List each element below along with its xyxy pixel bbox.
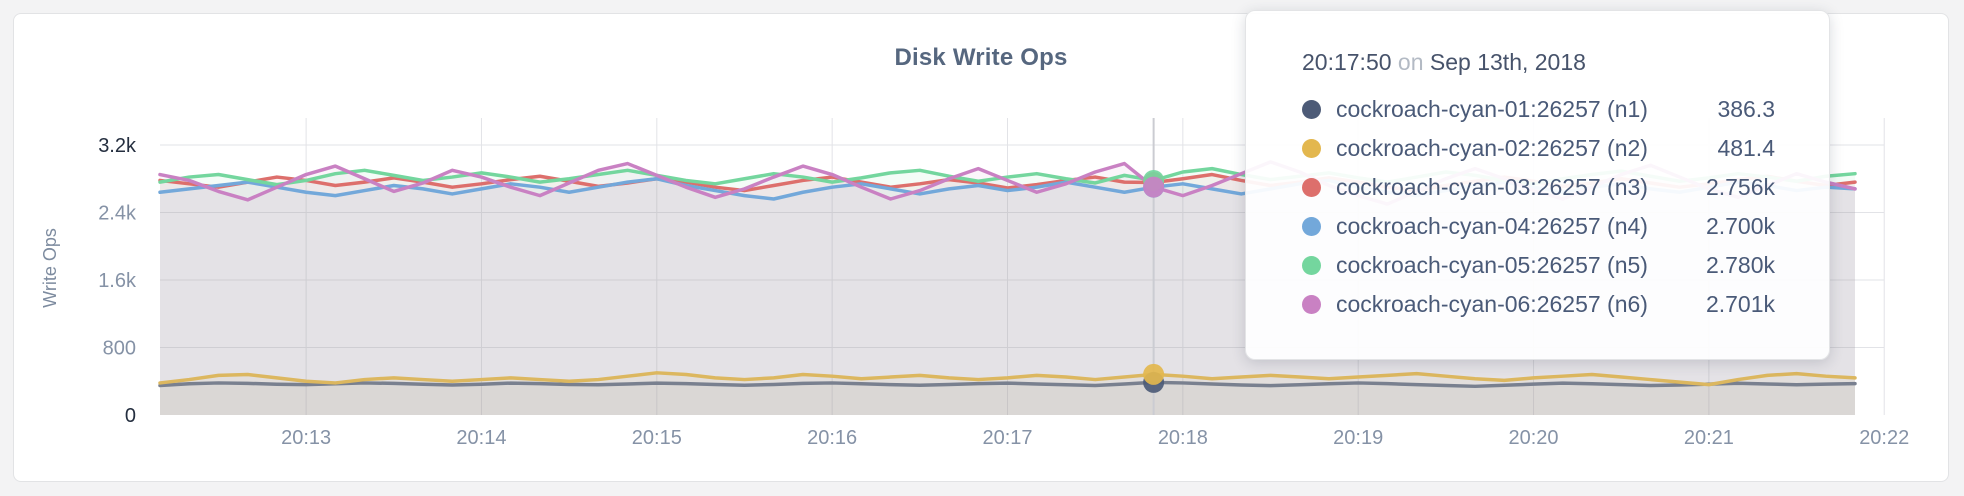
tooltip-on-label: on xyxy=(1397,49,1424,75)
y-tick-label: 3.2k xyxy=(98,135,137,157)
series-name: cockroach-cyan-03:26257 (n3) xyxy=(1336,174,1648,200)
series-name: cockroach-cyan-02:26257 (n2) xyxy=(1336,135,1648,161)
series-value: 2.780k xyxy=(1705,252,1775,278)
x-tick-label: 20:14 xyxy=(456,427,506,449)
chart-tooltip: 20:17:50 on Sep 13th, 2018 cockroach-cya… xyxy=(1245,10,1830,360)
y-tick-label: 0 xyxy=(125,405,136,427)
hover-point-dot xyxy=(1143,363,1165,385)
tooltip-series-row: cockroach-cyan-05:26257 (n5) 2.780k xyxy=(1302,246,1775,285)
series-color-dot-icon xyxy=(1302,139,1321,158)
series-color-dot-icon xyxy=(1302,217,1321,236)
x-tick-label: 20:13 xyxy=(281,427,331,449)
series-color-dot-icon xyxy=(1302,178,1321,197)
tooltip-header: 20:17:50 on Sep 13th, 2018 xyxy=(1302,49,1775,76)
tooltip-series-row: cockroach-cyan-03:26257 (n3) 2.756k xyxy=(1302,168,1775,207)
series-name: cockroach-cyan-04:26257 (n4) xyxy=(1336,213,1648,239)
x-tick-label: 20:22 xyxy=(1859,427,1909,449)
series-color-dot-icon xyxy=(1302,100,1321,119)
series-name: cockroach-cyan-01:26257 (n1) xyxy=(1336,96,1648,122)
series-line xyxy=(158,371,1857,387)
tooltip-series-row: cockroach-cyan-04:26257 (n4) 2.700k xyxy=(1302,207,1775,246)
x-tick-label: 20:17 xyxy=(982,427,1032,449)
series-value: 386.3 xyxy=(1717,96,1775,122)
series-name: cockroach-cyan-05:26257 (n5) xyxy=(1336,252,1648,278)
x-tick-label: 20:20 xyxy=(1509,427,1559,449)
y-tick-label: 800 xyxy=(103,338,136,360)
series-value: 2.700k xyxy=(1705,213,1775,239)
series-value: 2.701k xyxy=(1705,291,1775,317)
tooltip-date: Sep 13th, 2018 xyxy=(1429,49,1586,75)
x-tick-label: 20:19 xyxy=(1333,427,1383,449)
tooltip-series-row: cockroach-cyan-06:26257 (n6) 2.701k xyxy=(1302,285,1775,324)
x-tick-label: 20:18 xyxy=(1158,427,1208,449)
series-value: 2.756k xyxy=(1705,174,1775,200)
tooltip-series-list: cockroach-cyan-01:26257 (n1) 386.3 cockroa… xyxy=(1302,90,1775,324)
series-area xyxy=(160,382,1855,415)
tooltip-time: 20:17:50 xyxy=(1302,49,1392,75)
series-value: 481.4 xyxy=(1717,135,1775,161)
series-name: cockroach-cyan-06:26257 (n6) xyxy=(1336,291,1648,317)
x-tick-label: 20:21 xyxy=(1684,427,1734,449)
y-axis-label: Write Ops xyxy=(40,228,60,308)
x-tick-label: 20:16 xyxy=(807,427,857,449)
series-color-dot-icon xyxy=(1302,295,1321,314)
tooltip-series-row: cockroach-cyan-02:26257 (n2) 481.4 xyxy=(1302,129,1775,168)
hover-point-dot xyxy=(1143,176,1165,198)
series-line xyxy=(158,380,1857,389)
series-color-dot-icon xyxy=(1302,256,1321,275)
y-tick-label: 2.4k xyxy=(98,203,137,225)
tooltip-series-row: cockroach-cyan-01:26257 (n1) 386.3 xyxy=(1302,90,1775,129)
x-tick-label: 20:15 xyxy=(632,427,682,449)
chart-title: Disk Write Ops xyxy=(894,44,1068,71)
y-tick-label: 1.6k xyxy=(98,270,137,292)
